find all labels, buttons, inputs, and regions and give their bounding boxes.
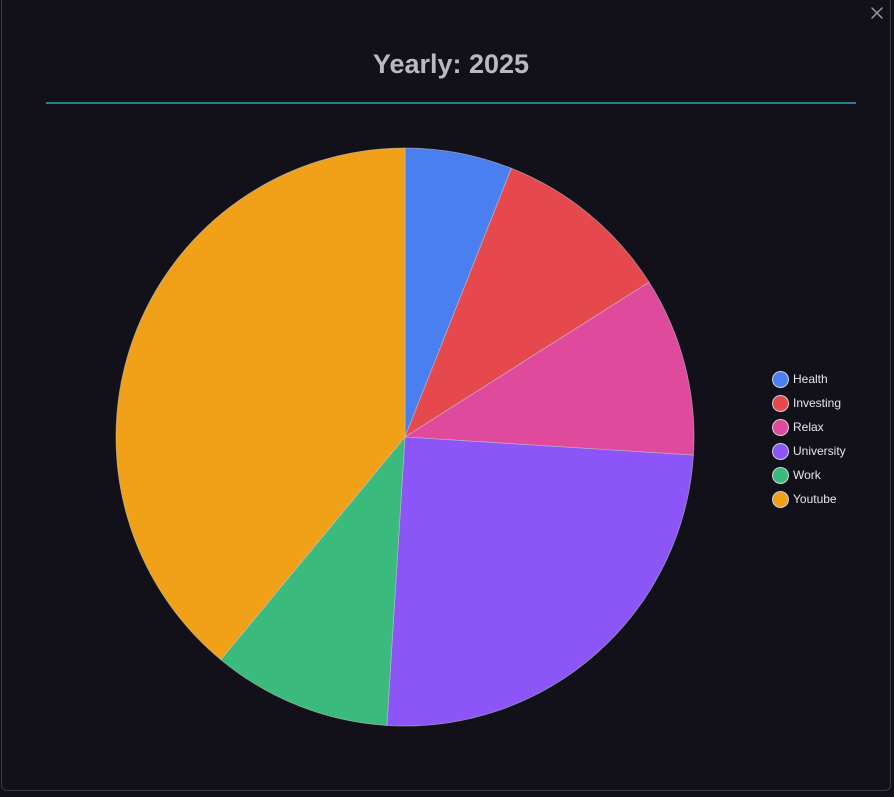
legend-swatch <box>772 466 789 484</box>
legend-label: University <box>793 444 846 458</box>
legend-item-youtube[interactable]: Youtube <box>772 487 882 511</box>
chart-title: Yearly: 2025 <box>372 49 530 79</box>
chart-legend: Health Investing Relax University Work Youtub… <box>772 367 882 511</box>
legend-swatch <box>772 418 789 436</box>
pie-slice-youtube[interactable] <box>115 147 406 661</box>
legend-label: Youtube <box>793 492 837 506</box>
legend-swatch <box>772 370 789 388</box>
pie-slice-university[interactable] <box>386 436 694 727</box>
legend-item-investing[interactable]: Investing <box>772 391 882 415</box>
legend-item-university[interactable]: University <box>772 439 882 463</box>
legend-swatch <box>772 490 789 508</box>
pie-slice-relax[interactable] <box>403 281 695 456</box>
legend-item-work[interactable]: Work <box>772 463 882 487</box>
close-icon <box>871 7 883 19</box>
pie-slice-investing[interactable] <box>404 167 650 438</box>
close-button[interactable] <box>866 2 888 24</box>
legend-item-health[interactable]: Health <box>772 367 882 391</box>
legend-label: Investing <box>793 396 842 410</box>
legend-label: Health <box>793 372 828 386</box>
legend-label: Work <box>793 468 821 482</box>
legend-swatch <box>772 442 789 460</box>
legend-label: Relax <box>793 420 824 434</box>
legend-item-relax[interactable]: Relax <box>772 415 882 439</box>
title-divider <box>46 102 856 104</box>
legend-swatch <box>772 394 789 412</box>
pie-slice-work[interactable] <box>220 435 406 726</box>
